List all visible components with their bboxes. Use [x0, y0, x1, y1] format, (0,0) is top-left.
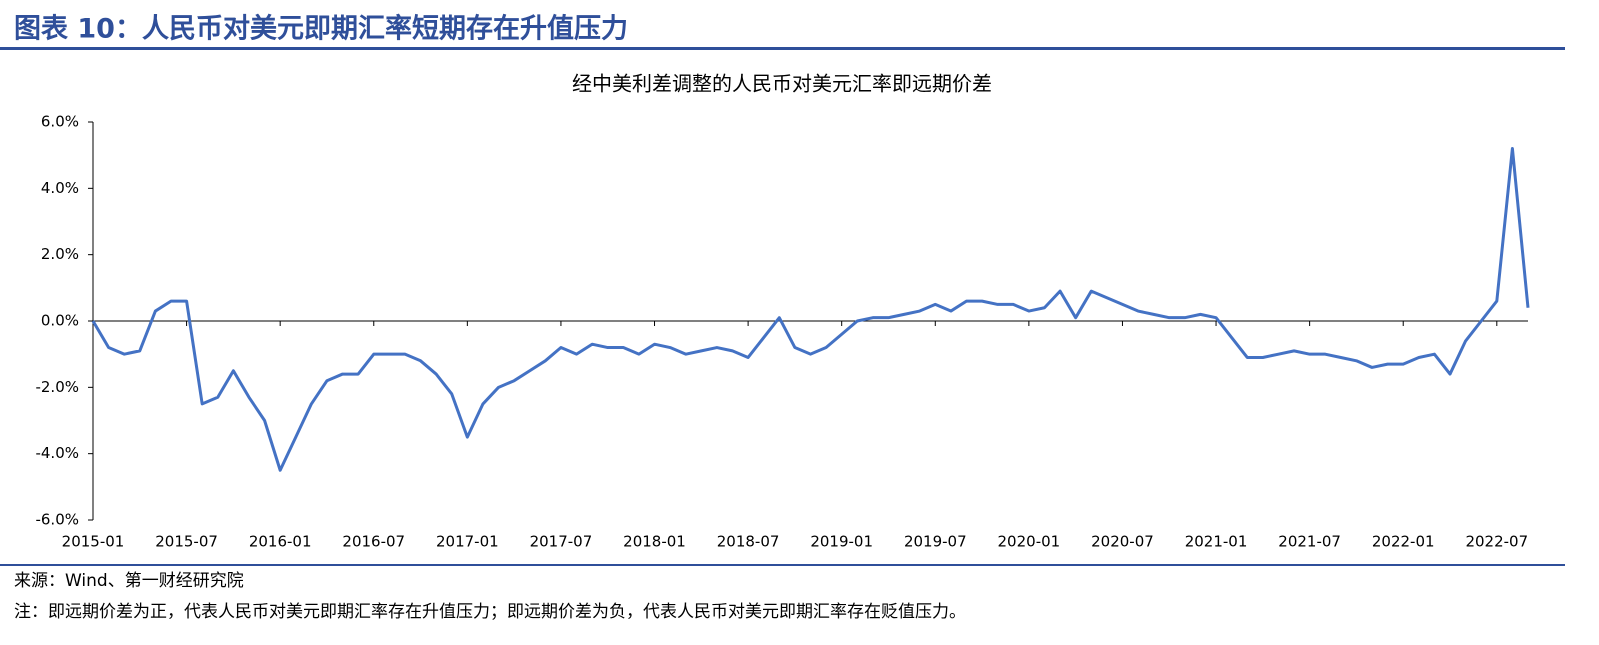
- page-title: 图表 10：人民币对美元即期汇率短期存在升值压力: [14, 13, 628, 45]
- y-tick-label: -4.0%: [35, 444, 79, 462]
- y-tick-label: 2.0%: [41, 245, 79, 263]
- x-tick-label: 2019-07: [904, 533, 967, 551]
- note: 注：即远期价差为正，代表人民币对美元即期汇率存在升值压力；即远期价差为负，代表人…: [14, 602, 966, 622]
- x-tick-label: 2021-07: [1278, 533, 1341, 551]
- x-tick-label: 2020-01: [998, 533, 1061, 551]
- y-tick-label: 0.0%: [41, 312, 79, 330]
- chart-title: 经中美利差调整的人民币对美元汇率即远期价差: [572, 72, 992, 96]
- y-tick-label: 6.0%: [41, 113, 79, 131]
- x-tick-label: 2018-01: [623, 533, 686, 551]
- x-tick-label: 2022-07: [1465, 533, 1528, 551]
- x-tick-label: 2018-07: [717, 533, 780, 551]
- x-tick-label: 2016-07: [342, 533, 405, 551]
- x-tick-label: 2021-01: [1185, 533, 1248, 551]
- source: 来源：Wind、第一财经研究院: [14, 571, 244, 591]
- y-tick-label: -2.0%: [35, 378, 79, 396]
- x-tick-label: 2017-07: [530, 533, 593, 551]
- y-tick-label: -6.0%: [35, 511, 79, 529]
- x-tick-label: 2019-01: [810, 533, 873, 551]
- x-tick-label: 2015-01: [62, 533, 125, 551]
- data-line: [91, 147, 1530, 472]
- footer-rule: [0, 564, 1565, 566]
- title-rule: [0, 47, 1565, 50]
- y-tick-label: 4.0%: [41, 179, 79, 197]
- x-tick-label: 2016-01: [249, 533, 312, 551]
- x-tick-label: 2020-07: [1091, 533, 1154, 551]
- x-tick-label: 2015-07: [155, 533, 218, 551]
- x-tick-label: 2017-01: [436, 533, 499, 551]
- x-tick-label: 2022-01: [1372, 533, 1435, 551]
